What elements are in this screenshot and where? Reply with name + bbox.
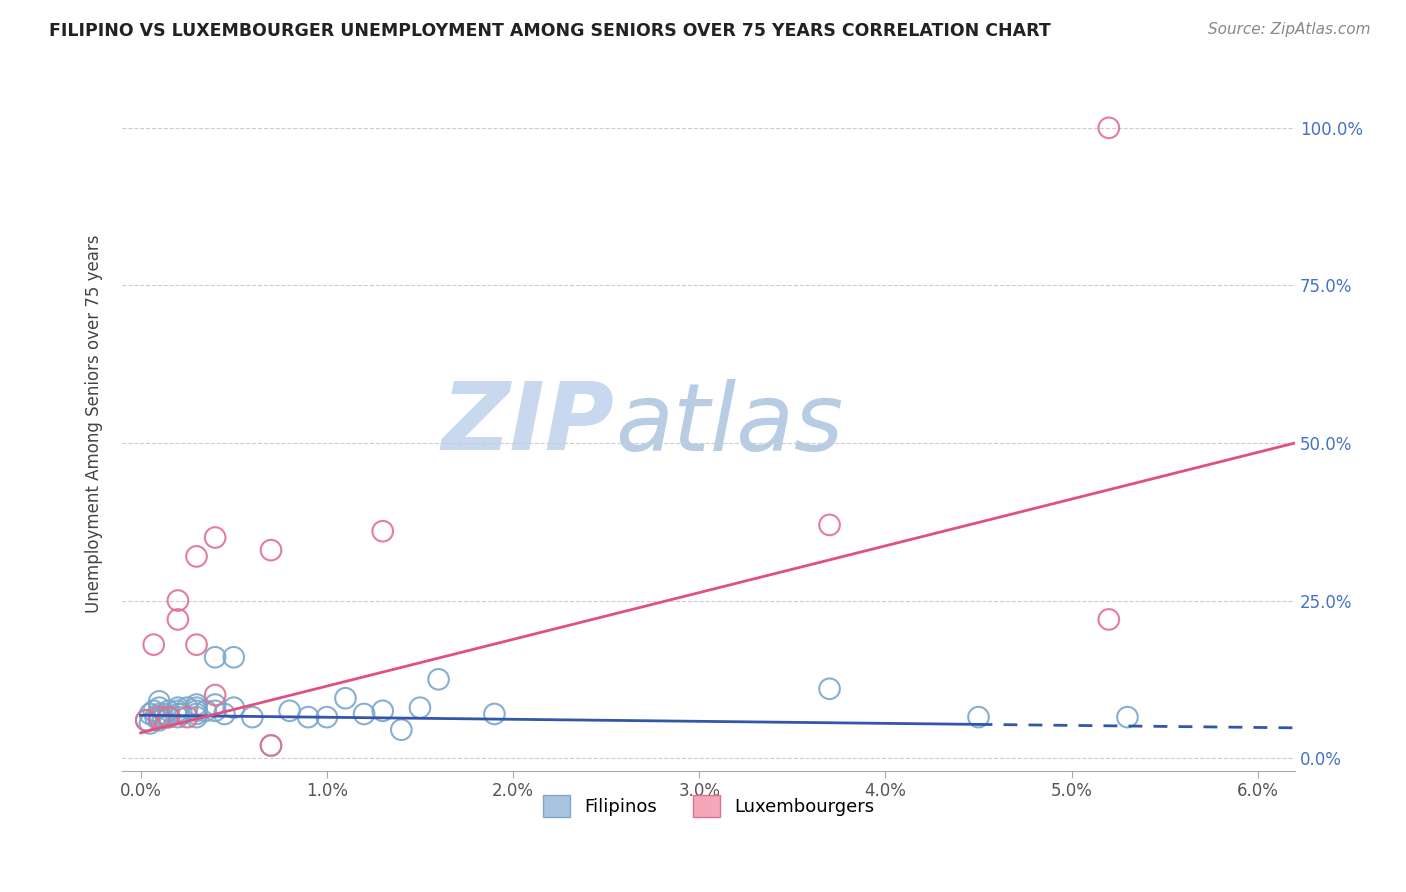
Point [139, 716, 162, 731]
Point [167, 593, 190, 607]
Point [157, 704, 180, 718]
Point [176, 710, 198, 724]
Point [152, 710, 174, 724]
Legend: Filipinos, Luxembourgers: Filipinos, Luxembourgers [536, 788, 882, 824]
Point [260, 739, 283, 753]
Point [139, 706, 162, 721]
Text: ZIP: ZIP [441, 378, 614, 470]
Point [297, 710, 319, 724]
Point [222, 700, 245, 714]
Point [167, 710, 190, 724]
Point [142, 704, 165, 718]
Point [167, 700, 190, 714]
Y-axis label: Unemployment Among Seniors over 75 years: Unemployment Among Seniors over 75 years [86, 235, 103, 614]
Point [186, 700, 208, 714]
Point [204, 704, 226, 718]
Point [176, 700, 198, 714]
Point [186, 698, 208, 712]
Point [260, 543, 283, 558]
Point [135, 713, 157, 727]
Point [157, 710, 180, 724]
Point [278, 704, 301, 718]
Text: atlas: atlas [614, 378, 844, 469]
Point [967, 710, 990, 724]
Point [167, 612, 190, 626]
Point [335, 691, 357, 706]
Point [170, 706, 193, 721]
Point [194, 704, 217, 718]
Point [484, 706, 506, 721]
Point [1098, 612, 1121, 626]
Point [1098, 120, 1121, 135]
Point [148, 706, 170, 721]
Point [148, 713, 170, 727]
Point [186, 710, 208, 724]
Point [186, 549, 208, 564]
Point [167, 704, 190, 718]
Point [157, 710, 180, 724]
Point [204, 650, 226, 665]
Point [427, 673, 450, 687]
Point [1116, 710, 1139, 724]
Point [186, 704, 208, 718]
Point [148, 700, 170, 714]
Point [148, 710, 170, 724]
Point [204, 698, 226, 712]
Point [260, 739, 283, 753]
Point [315, 710, 337, 724]
Point [371, 704, 394, 718]
Point [167, 706, 190, 721]
Point [389, 723, 412, 737]
Point [204, 688, 226, 702]
Point [186, 638, 208, 652]
Text: FILIPINO VS LUXEMBOURGER UNEMPLOYMENT AMONG SENIORS OVER 75 YEARS CORRELATION CH: FILIPINO VS LUXEMBOURGER UNEMPLOYMENT AM… [49, 22, 1050, 40]
Point [371, 524, 394, 539]
Point [135, 713, 157, 727]
Text: Source: ZipAtlas.com: Source: ZipAtlas.com [1208, 22, 1371, 37]
Point [145, 710, 167, 724]
Point [214, 706, 236, 721]
Point [409, 700, 432, 714]
Point [186, 706, 208, 721]
Point [818, 681, 841, 696]
Point [204, 531, 226, 545]
Point [818, 517, 841, 532]
Point [153, 706, 176, 721]
Point [353, 706, 375, 721]
Point [242, 710, 264, 724]
Point [148, 694, 170, 708]
Point [222, 650, 245, 665]
Point [142, 638, 165, 652]
